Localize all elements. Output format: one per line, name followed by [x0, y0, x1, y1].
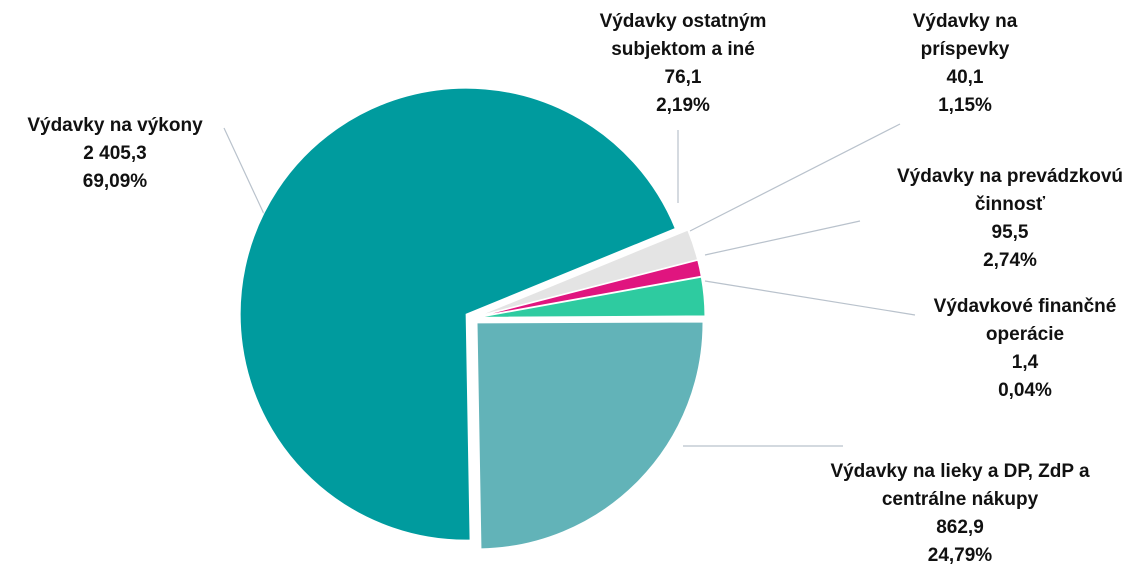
label-value: 862,9	[936, 517, 984, 538]
label-value: 76,1	[664, 67, 702, 88]
label-value: 40,1	[946, 67, 984, 88]
pie-slice	[478, 315, 706, 319]
label-name: Výdavkové finančné operácie	[933, 296, 1117, 345]
pie-slice	[239, 87, 676, 541]
label-percent: 69,09%	[82, 171, 148, 192]
slice-label: Výdavkové finančné operácie 1,4 0,04%	[905, 293, 1140, 405]
label-percent: 24,79%	[927, 545, 993, 566]
label-value: 1,4	[1011, 352, 1039, 373]
slice-label: Výdavky na prevádzkovú činnosť 95,5 2,74%	[880, 163, 1140, 275]
leader-line	[704, 220, 861, 256]
slice-label: Výdavky na príspevky 40,1 1,15%	[895, 8, 1035, 120]
label-value: 2 405,3	[83, 143, 147, 164]
label-name: Výdavky ostatným subjektom a iné	[599, 11, 767, 60]
label-name: Výdavky na lieky a DP, ZdP a centrálne n…	[830, 461, 1090, 510]
slice-label: Výdavky na výkony 2 405,3 69,09%	[0, 112, 230, 196]
pie-slice	[476, 321, 704, 550]
label-percent: 1,15%	[938, 95, 992, 116]
label-name: Výdavky na príspevky	[912, 11, 1018, 60]
slice-label: Výdavky na lieky a DP, ZdP a centrálne n…	[810, 458, 1110, 570]
label-name: Výdavky na výkony	[27, 115, 203, 136]
label-percent: 2,19%	[656, 95, 710, 116]
leader-line	[689, 123, 901, 232]
label-percent: 2,74%	[983, 250, 1037, 271]
pie-slice	[478, 259, 702, 317]
leader-line	[704, 280, 916, 316]
label-value: 95,5	[991, 222, 1029, 243]
label-name: Výdavky na prevádzkovú činnosť	[897, 166, 1123, 215]
leader-line	[223, 127, 265, 215]
pie-slice	[478, 276, 706, 318]
slice-label: Výdavky ostatným subjektom a iné 76,1 2,19…	[583, 8, 783, 120]
label-percent: 0,04%	[998, 380, 1052, 401]
pie-slice	[478, 229, 699, 317]
